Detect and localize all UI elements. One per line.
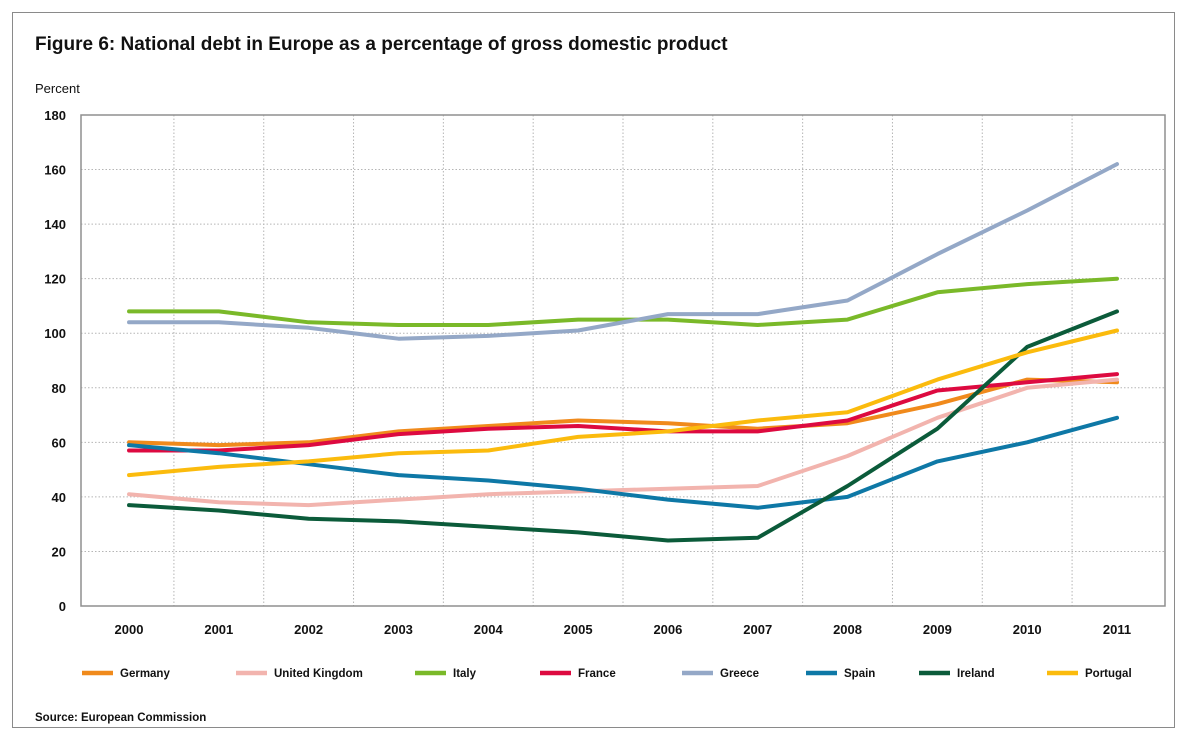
legend-label: Ireland — [957, 668, 995, 680]
x-tick-label: 2008 — [833, 622, 862, 637]
legend-label: United Kingdom — [274, 668, 363, 680]
legend-label: France — [578, 668, 616, 680]
series-line-greece — [129, 164, 1117, 339]
x-tick-label: 2007 — [743, 622, 772, 637]
x-tick-label: 2001 — [204, 622, 233, 637]
x-tick-label: 2002 — [294, 622, 323, 637]
x-tick-label: 2010 — [1013, 622, 1042, 637]
y-tick-label: 180 — [44, 108, 66, 123]
legend-label: Portugal — [1085, 668, 1132, 680]
y-tick-label: 140 — [44, 217, 66, 232]
x-tick-label: 2005 — [564, 622, 593, 637]
y-tick-label: 0 — [59, 599, 66, 614]
x-tick-label: 2004 — [474, 622, 504, 637]
legend-label: Germany — [120, 668, 170, 680]
x-tick-label: 2003 — [384, 622, 413, 637]
y-tick-label: 80 — [52, 381, 66, 396]
y-tick-label: 40 — [52, 490, 66, 505]
x-axis: 2000 2001 2002 2003 2004 2005 2006 2007 2008 2009… — [115, 622, 1132, 637]
y-tick-label: 60 — [52, 435, 66, 450]
legend: Germany United Kingdom Italy France Greece Sp… — [82, 668, 1132, 680]
y-axis-label: Percent — [35, 81, 80, 96]
chart-title: Figure 6: National debt in Europe as a p… — [35, 34, 728, 55]
series-line-ireland — [129, 311, 1117, 540]
y-axis: 0 20 40 60 80 100 120 140 160 180 — [44, 108, 66, 614]
x-tick-label: 2000 — [115, 622, 144, 637]
y-tick-label: 100 — [44, 326, 66, 341]
x-tick-label: 2011 — [1103, 622, 1131, 637]
source-note: Source: European Commission — [35, 712, 206, 724]
legend-label: Italy — [453, 668, 477, 680]
legend-label: Greece — [720, 668, 759, 680]
legend-label: Spain — [844, 668, 875, 680]
y-tick-label: 20 — [52, 544, 66, 559]
y-tick-label: 160 — [44, 163, 66, 178]
x-tick-label: 2006 — [653, 622, 682, 637]
x-tick-label: 2009 — [923, 622, 952, 637]
y-tick-label: 120 — [44, 272, 66, 287]
